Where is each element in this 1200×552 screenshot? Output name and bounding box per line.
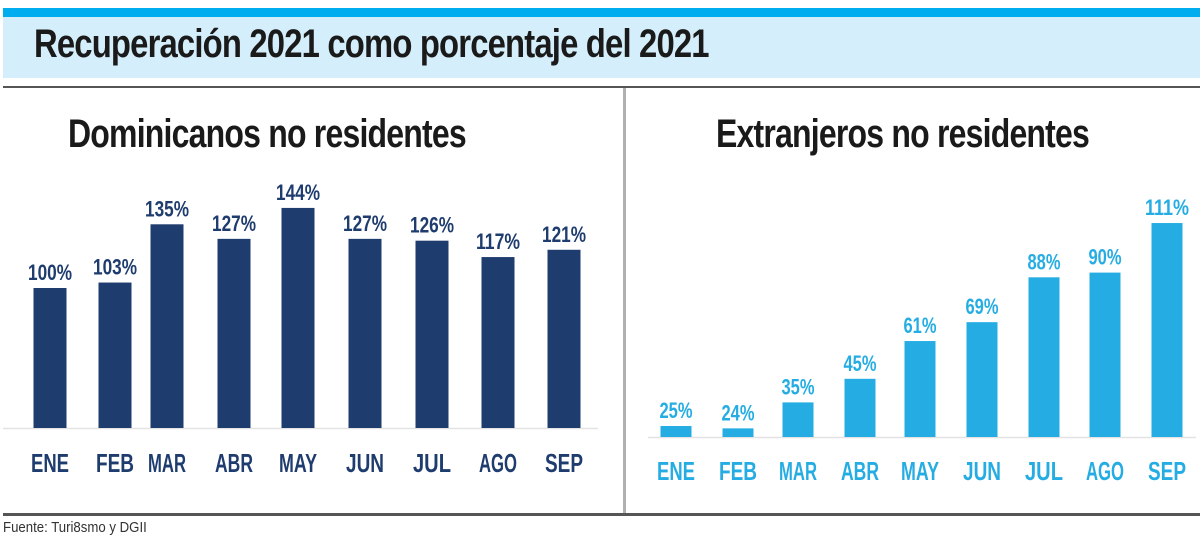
- source-note: Fuente: Turi8smo y DGII: [3, 519, 147, 536]
- panel-divider: [623, 88, 626, 514]
- category-label: ABR: [841, 456, 879, 486]
- category-label: JUN: [346, 448, 384, 478]
- category-label: MAR: [779, 456, 817, 486]
- bar-sep: [1151, 223, 1183, 437]
- bar-feb: [98, 282, 132, 428]
- bar-jun: [966, 322, 998, 437]
- bar-ago: [481, 257, 515, 428]
- bar-jun: [348, 238, 382, 428]
- value-label: 45%: [844, 351, 877, 376]
- category-label: ENE: [657, 456, 695, 486]
- category-label: MAY: [279, 448, 317, 478]
- bar-jul: [415, 240, 449, 428]
- value-label: 135%: [145, 196, 189, 221]
- bar-ago: [1089, 272, 1121, 437]
- bar-ene: [660, 426, 692, 437]
- value-label: 90%: [1089, 245, 1122, 270]
- category-label: AGO: [479, 448, 517, 478]
- value-label: 24%: [722, 400, 755, 425]
- bar-abr: [217, 238, 251, 428]
- category-label: AGO: [1086, 456, 1124, 486]
- footer-rule: [3, 513, 1200, 516]
- value-label: 69%: [966, 294, 999, 319]
- category-label: FEB: [719, 456, 757, 486]
- left-chart-title: Dominicanos no residentes: [68, 112, 467, 156]
- header-accent-bar: [3, 8, 1200, 17]
- value-label: 117%: [476, 229, 520, 254]
- bar-sep: [547, 249, 581, 428]
- bar-mar: [150, 224, 184, 428]
- bar-abr: [844, 378, 876, 437]
- right-chart-title: Extranjeros no residentes: [716, 112, 1090, 156]
- value-label: 127%: [343, 211, 387, 236]
- category-label: SEP: [545, 448, 583, 478]
- header-rule: [3, 86, 1200, 88]
- value-label: 126%: [410, 213, 454, 238]
- value-label: 103%: [93, 255, 137, 280]
- category-label: MAR: [148, 448, 186, 478]
- value-label: 111%: [1145, 195, 1189, 220]
- bar-feb: [722, 428, 754, 437]
- category-label: JUL: [413, 448, 451, 478]
- value-label: 100%: [28, 260, 72, 285]
- value-label: 35%: [782, 374, 815, 399]
- category-label: SEP: [1148, 456, 1186, 486]
- value-label: 144%: [276, 180, 320, 205]
- value-label: 25%: [660, 398, 693, 423]
- right-chart: 25% ENE 24% FEB 35% MAR 45% ABR 61% MAY 69% JUN 88% J…: [648, 195, 1196, 486]
- left-chart: 100% ENE 103% FEB 135% MAR 127% ABR 144% MAY 127% J…: [3, 180, 598, 478]
- value-label: 88%: [1028, 249, 1061, 274]
- page-title: Recuperación 2021 como porcentaje del 20…: [34, 22, 710, 66]
- title-band: [3, 17, 1200, 78]
- category-label: FEB: [96, 448, 134, 478]
- category-label: ABR: [215, 448, 253, 478]
- value-label: 61%: [904, 313, 937, 338]
- bar-jul: [1028, 277, 1060, 437]
- category-label: ENE: [31, 448, 69, 478]
- bar-mar: [782, 402, 814, 437]
- category-label: JUL: [1025, 456, 1063, 486]
- category-label: JUN: [963, 456, 1001, 486]
- value-label: 127%: [212, 211, 256, 236]
- category-label: MAY: [901, 456, 939, 486]
- bar-may: [904, 341, 936, 437]
- bar-ene: [33, 288, 67, 428]
- bar-may: [281, 207, 315, 428]
- value-label: 121%: [542, 222, 586, 247]
